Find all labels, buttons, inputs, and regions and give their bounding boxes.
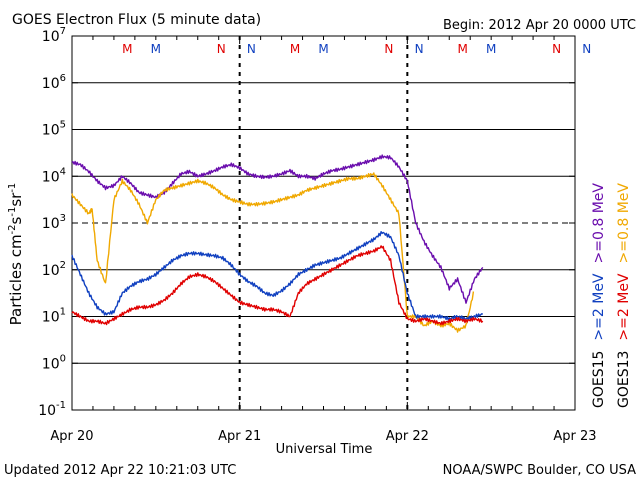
marker-m: M xyxy=(318,42,328,56)
y-tick-label: 104 xyxy=(42,166,66,185)
y-tick-label: 106 xyxy=(42,73,66,92)
legend: GOES15>=2 MeV>=0.8 MeV GOES13>=2 MeV>=0.… xyxy=(591,183,632,408)
marker-m: M xyxy=(290,42,300,56)
marker-n: N xyxy=(582,42,591,56)
x-tick-label: Apr 20 xyxy=(50,429,93,444)
marker-m: M xyxy=(151,42,161,56)
series-goes15-2-mev xyxy=(71,230,484,321)
y-tick-label: 107 xyxy=(42,26,66,45)
y-tick-label: 102 xyxy=(42,260,66,279)
credit: NOAA/SWPC Boulder, CO USA xyxy=(443,463,636,478)
y-axis-ticks: 107 106 105 104 103 102 101 100 10-1 xyxy=(38,26,575,419)
y-tick-label: 103 xyxy=(42,213,66,232)
y-axis-label: Particles cm-2s-1sr-1 xyxy=(7,183,25,326)
grid xyxy=(72,36,575,410)
series-goes15-0-8-mev xyxy=(71,154,484,304)
chart-title: GOES Electron Flux (5 minute data) xyxy=(12,12,261,28)
legend-goes13: GOES13>=2 MeV>=0.8 MeV xyxy=(616,183,632,408)
x-axis-ticks: Apr 20 Apr 21 Apr 22 Apr 23 xyxy=(50,36,597,444)
y-tick-label: 10-1 xyxy=(38,400,66,419)
marker-n: N xyxy=(384,42,393,56)
marker-n: N xyxy=(247,42,256,56)
series-lines xyxy=(71,154,484,333)
begin-time: Begin: 2012 Apr 20 0000 UTC xyxy=(443,18,636,33)
marker-m: M xyxy=(457,42,467,56)
x-axis-label: Universal Time xyxy=(276,442,373,457)
series-goes13-0-8-mev xyxy=(71,172,475,333)
marker-n: N xyxy=(217,42,226,56)
marker-m: M xyxy=(486,42,496,56)
x-tick-label: Apr 23 xyxy=(553,429,596,444)
y-tick-label: 105 xyxy=(42,120,66,139)
x-tick-label: Apr 21 xyxy=(218,429,261,444)
updated-time: Updated 2012 Apr 22 10:21:03 UTC xyxy=(4,463,236,478)
marker-n: N xyxy=(552,42,561,56)
legend-goes15: GOES15>=2 MeV>=0.8 MeV xyxy=(591,183,607,408)
series-goes13-2-mev xyxy=(71,245,484,326)
y-tick-label: 100 xyxy=(42,353,66,372)
marker-m: M xyxy=(122,42,132,56)
y-tick-label: 101 xyxy=(42,307,66,326)
marker-n: N xyxy=(415,42,424,56)
x-tick-label: Apr 22 xyxy=(386,429,429,444)
